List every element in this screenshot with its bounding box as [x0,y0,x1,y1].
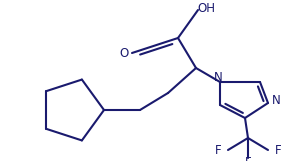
Text: N: N [214,71,222,84]
Text: F: F [245,156,251,161]
Text: F: F [215,143,221,156]
Text: OH: OH [197,1,215,14]
Text: F: F [275,143,281,156]
Text: O: O [119,47,129,60]
Text: N: N [271,95,280,108]
